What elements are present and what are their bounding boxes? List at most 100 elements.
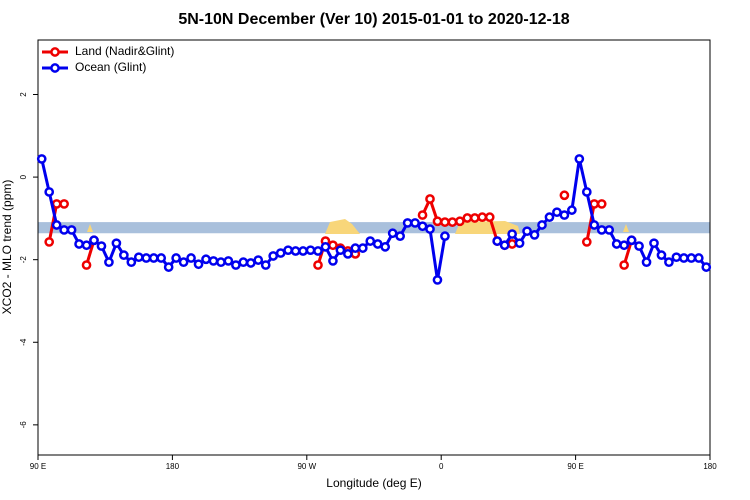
point	[469, 213, 480, 223]
point	[44, 187, 55, 197]
point	[701, 262, 712, 272]
legend-marker	[50, 63, 60, 73]
x-tick-label: 90 E	[30, 462, 46, 471]
legend-label: Ocean (Glint)	[75, 60, 146, 74]
point	[589, 199, 600, 209]
point	[641, 257, 652, 268]
point	[74, 239, 84, 249]
point	[514, 238, 525, 249]
point	[208, 256, 219, 266]
point	[574, 154, 585, 164]
x-tick-label: 90 W	[297, 462, 316, 471]
point	[216, 257, 226, 268]
point	[119, 250, 129, 260]
point	[357, 243, 368, 253]
point	[268, 251, 279, 261]
legend-marker	[50, 47, 60, 57]
point	[559, 190, 570, 201]
x-axis-label: Longitude (deg E)	[326, 476, 421, 490]
point	[231, 260, 241, 270]
point	[380, 242, 391, 252]
point	[462, 213, 473, 223]
point	[679, 253, 689, 263]
point	[440, 217, 450, 227]
point	[455, 216, 465, 227]
point	[417, 221, 428, 232]
point	[634, 241, 644, 251]
point	[163, 262, 174, 272]
band-layer	[38, 222, 710, 234]
point	[596, 199, 607, 209]
land-patch	[623, 224, 629, 232]
point	[275, 248, 286, 258]
point	[51, 199, 62, 209]
point	[477, 212, 488, 222]
point	[59, 225, 69, 235]
point	[649, 238, 659, 249]
land-patch	[87, 224, 93, 232]
reference-band	[38, 222, 710, 234]
x-tick-label: 0	[439, 462, 444, 471]
point	[343, 249, 353, 259]
point	[186, 253, 196, 263]
y-tick-label: -4	[19, 338, 28, 346]
point	[253, 255, 264, 265]
point	[693, 253, 704, 263]
point	[552, 207, 562, 218]
series-line	[40, 158, 708, 281]
point	[395, 231, 405, 241]
point	[156, 253, 167, 263]
point	[372, 239, 383, 249]
point	[365, 236, 376, 246]
y-tick-label: 0	[19, 174, 28, 179]
land-patch	[455, 221, 520, 234]
point	[522, 226, 532, 237]
series	[36, 154, 712, 285]
point	[507, 229, 517, 239]
point	[171, 253, 181, 263]
point	[671, 252, 682, 263]
x-tick-label: 180	[703, 462, 717, 471]
point	[387, 228, 398, 239]
point	[283, 245, 293, 256]
land-patch	[325, 219, 360, 234]
point	[81, 240, 92, 251]
plot-frame	[37, 39, 711, 456]
x-tick-label: 180	[166, 462, 180, 471]
point	[581, 187, 592, 197]
point	[104, 257, 114, 268]
point	[507, 239, 517, 249]
point	[581, 237, 592, 247]
point	[245, 258, 256, 268]
point	[313, 260, 323, 270]
y-tick-label: -2	[19, 256, 28, 264]
point	[589, 220, 600, 230]
point	[432, 216, 443, 227]
point	[499, 240, 510, 251]
point	[626, 235, 637, 246]
point	[425, 194, 435, 204]
point	[656, 250, 667, 260]
point	[596, 225, 607, 235]
point	[328, 256, 338, 266]
point	[328, 240, 338, 251]
chart-title: 5N-10N December (Ver 10) 2015-01-01 to 2…	[178, 11, 569, 28]
point	[126, 257, 137, 268]
point	[417, 210, 428, 220]
point	[611, 239, 622, 249]
point	[686, 253, 697, 263]
point	[529, 230, 540, 240]
point	[425, 224, 435, 234]
point	[440, 231, 450, 241]
point	[432, 275, 443, 285]
point	[559, 210, 570, 220]
point	[298, 246, 308, 256]
point	[567, 205, 577, 215]
point	[51, 220, 62, 230]
point	[313, 246, 323, 256]
legend-label: Land (Nadir&Glint)	[75, 44, 174, 58]
point	[111, 238, 122, 249]
y-tick-label: -6	[19, 421, 28, 429]
point	[492, 236, 503, 246]
